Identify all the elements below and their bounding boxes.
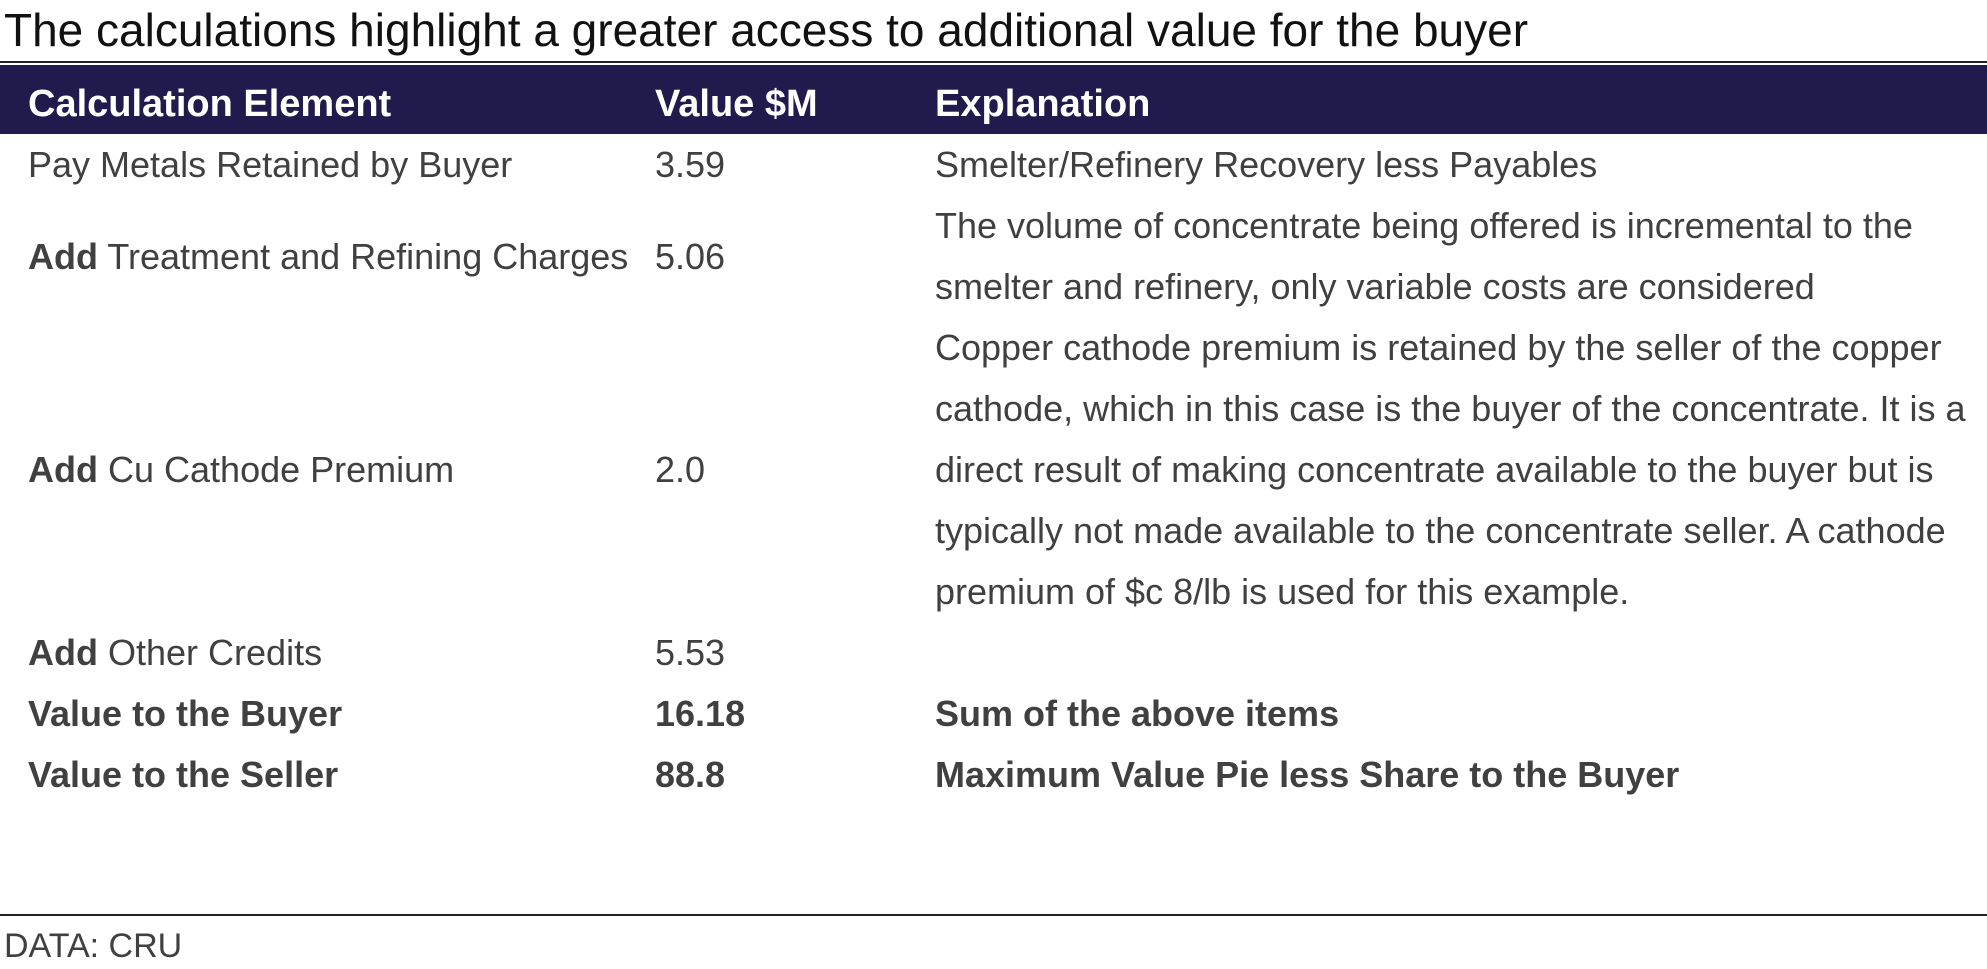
table-row: Add Other Credits 5.53 bbox=[0, 622, 1987, 683]
calculation-table: Calculation Element Value $M Explanation… bbox=[0, 65, 1987, 805]
table-row: Pay Metals Retained by Buyer 3.59 Smelte… bbox=[0, 134, 1987, 195]
explanation-cell: Maximum Value Pie less Share to the Buye… bbox=[935, 754, 1680, 795]
column-header-calculation-element: Calculation Element bbox=[0, 65, 655, 134]
element-label: Treatment and Refining Charges bbox=[107, 235, 629, 277]
value-cell: 16.18 bbox=[655, 693, 746, 734]
page-title: The calculations highlight a greater acc… bbox=[4, 4, 1529, 56]
value-cell: 5.53 bbox=[655, 632, 726, 673]
element-label: Other Credits bbox=[108, 632, 323, 673]
explanation-cell: Sum of the above items bbox=[935, 693, 1340, 734]
table-row: Add Treatment and Refining Charges 5.06 … bbox=[0, 195, 1987, 317]
element-label: Value to the Buyer bbox=[28, 693, 343, 734]
element-prefix: Add bbox=[28, 632, 98, 673]
element-prefix: Add bbox=[28, 235, 98, 277]
calculation-element-cell: Pay Metals Retained by Buyer bbox=[0, 134, 655, 195]
column-header-value: Value $M bbox=[655, 65, 935, 134]
calculation-element-cell: Value to the Seller bbox=[0, 744, 655, 805]
table-bottom-divider bbox=[0, 914, 1987, 916]
value-cell: 88.8 bbox=[655, 754, 726, 795]
table-header-row: Calculation Element Value $M Explanation bbox=[0, 65, 1987, 134]
calculation-element-cell: Add Treatment and Refining Charges bbox=[0, 195, 655, 317]
title-divider bbox=[0, 61, 1987, 63]
value-cell: 3.59 bbox=[655, 144, 726, 185]
calculation-element-cell: Add Cu Cathode Premium bbox=[0, 317, 655, 622]
data-source-note: DATA: CRU bbox=[4, 927, 183, 965]
explanation-cell: The volume of concentrate being offered … bbox=[935, 205, 1913, 307]
value-cell: 5.06 bbox=[655, 235, 726, 277]
calculation-element-cell: Value to the Buyer bbox=[0, 683, 655, 744]
column-header-explanation: Explanation bbox=[935, 65, 1987, 134]
table-row-total-buyer: Value to the Buyer 16.18 Sum of the abov… bbox=[0, 683, 1987, 744]
element-label: Cu Cathode Premium bbox=[108, 449, 455, 490]
element-label: Pay Metals Retained by Buyer bbox=[28, 144, 513, 185]
value-cell: 2.0 bbox=[655, 449, 706, 490]
table-row-total-seller: Value to the Seller 88.8 Maximum Value P… bbox=[0, 744, 1987, 805]
table-row: Add Cu Cathode Premium 2.0 Copper cathod… bbox=[0, 317, 1987, 622]
explanation-cell: Smelter/Refinery Recovery less Payables bbox=[935, 144, 1598, 185]
calculation-element-cell: Add Other Credits bbox=[0, 622, 655, 683]
explanation-cell: Copper cathode premium is retained by th… bbox=[935, 327, 1966, 612]
element-prefix: Add bbox=[28, 449, 98, 490]
element-label: Value to the Seller bbox=[28, 754, 339, 795]
explanation-cell bbox=[935, 622, 1987, 683]
